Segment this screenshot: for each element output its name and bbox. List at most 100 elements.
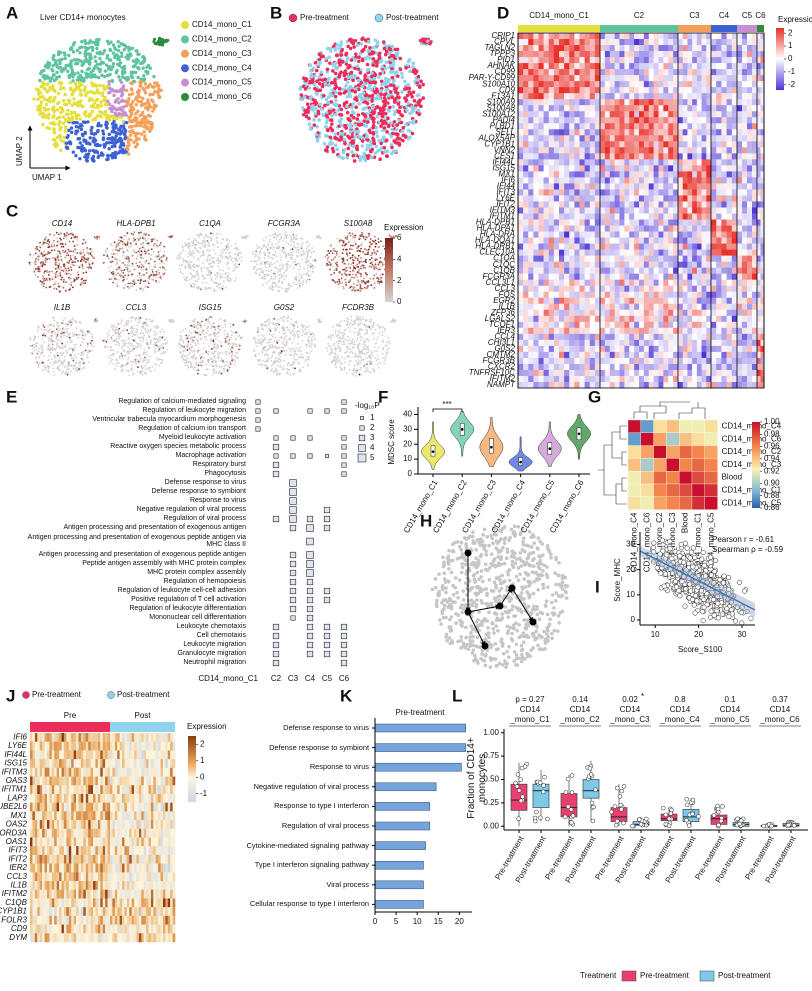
umap-point [74, 153, 78, 158]
umap-point [212, 257, 215, 259]
umap-point [371, 263, 374, 266]
umap-point [95, 62, 100, 67]
umap-point [388, 58, 393, 62]
umap-point [225, 244, 227, 247]
umap-point [34, 274, 37, 277]
umap-point [333, 143, 338, 148]
umap-point [196, 272, 199, 275]
umap-point [132, 239, 135, 242]
umap-point [366, 253, 368, 256]
umap-point [154, 255, 157, 258]
umap-point [360, 265, 362, 268]
umap-point [329, 80, 334, 85]
umap-point [372, 240, 375, 243]
umap-point [162, 262, 165, 265]
umap-point [127, 256, 129, 258]
umap-point [350, 263, 353, 265]
umap-point [308, 126, 313, 131]
umap-point [96, 238, 99, 241]
umap-point [72, 233, 75, 236]
umap-point [198, 234, 201, 236]
umap-point [324, 148, 329, 152]
trajectory-cell [491, 541, 495, 546]
umap-point [38, 78, 42, 83]
trajectory-cell [481, 587, 485, 592]
umap-point [127, 93, 132, 97]
umap-point [124, 264, 126, 266]
trajectory-cell [499, 529, 504, 534]
trajectory-cell [482, 638, 487, 642]
umap-point [357, 279, 360, 282]
umap-point [346, 75, 351, 80]
umap-point [341, 273, 343, 276]
umap-point [86, 247, 88, 250]
umap-point [110, 278, 113, 281]
umap-point [55, 108, 60, 112]
umap-point [396, 102, 401, 106]
trajectory-cell [467, 534, 472, 539]
umap-point [262, 269, 265, 272]
umap-point [307, 264, 310, 266]
umap-point [65, 252, 68, 255]
umap-point [204, 243, 206, 246]
umap-point [196, 250, 199, 253]
umap-point [74, 256, 77, 258]
umap-point [207, 244, 209, 247]
umap-point [148, 275, 151, 278]
trajectory-cell [558, 611, 563, 615]
umap-point [94, 84, 98, 88]
umap-point [59, 354, 62, 357]
umap-point [392, 83, 396, 88]
umap-point [380, 65, 385, 69]
umap-point [42, 275, 44, 278]
umap-point [138, 231, 140, 234]
umap-point [116, 282, 119, 285]
trajectory-cell [535, 561, 540, 566]
trajectory-cell [564, 590, 568, 595]
umap-point [353, 123, 358, 127]
trajectory-cell [492, 631, 496, 635]
umap-point [362, 250, 364, 253]
umap-point [313, 111, 318, 116]
umap-point [194, 244, 196, 246]
umap-point [361, 264, 364, 267]
umap-point [105, 121, 109, 126]
umap-point [219, 276, 222, 279]
umap-point [185, 275, 188, 278]
trajectory-cell [468, 638, 472, 643]
trajectory-cell [497, 589, 502, 593]
umap-point [367, 97, 371, 102]
umap-point [187, 241, 190, 244]
umap-point [56, 256, 59, 259]
umap-point [76, 252, 79, 254]
trajectory-cell [480, 622, 484, 626]
umap-point [344, 83, 348, 88]
umap-point [61, 249, 64, 252]
trajectory-cell [520, 656, 525, 660]
umap-point [154, 242, 157, 245]
umap-point [48, 79, 53, 83]
umap-point [81, 267, 84, 270]
umap-point [44, 259, 47, 262]
trajectory-node [508, 584, 516, 592]
umap-point [128, 129, 132, 134]
umap-point [52, 367, 55, 370]
umap-point [301, 283, 304, 286]
umap-point [276, 270, 279, 273]
trajectory-cell [471, 639, 475, 643]
umap-point [100, 91, 105, 95]
umap-point [140, 252, 143, 254]
umap-point [123, 136, 128, 140]
trajectory-cell [456, 639, 460, 644]
umap-point [299, 97, 304, 102]
umap-point [68, 140, 72, 144]
umap-point [61, 115, 66, 119]
umap-point [189, 245, 192, 248]
umap-point [73, 245, 76, 247]
umap-point [69, 118, 73, 123]
umap-point [41, 265, 44, 268]
umap-point [52, 108, 57, 112]
umap-point [393, 109, 397, 114]
umap-point [98, 143, 102, 148]
umap-point [279, 273, 282, 276]
